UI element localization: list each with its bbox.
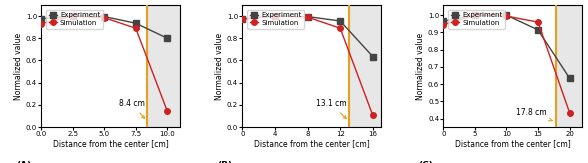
- Experiment: [534, 29, 542, 31]
- Simulation: [304, 16, 311, 18]
- Experiment: [440, 20, 447, 22]
- Line: Experiment: Experiment: [239, 13, 376, 59]
- Experiment: [132, 22, 139, 24]
- Experiment: [304, 16, 311, 18]
- Text: (B): (B): [218, 161, 232, 163]
- Simulation: [132, 27, 139, 29]
- Line: Simulation: Simulation: [440, 12, 572, 115]
- Text: (C): (C): [419, 161, 433, 163]
- Experiment: [239, 18, 246, 20]
- Bar: [556, 5, 582, 127]
- Experiment: [566, 77, 573, 79]
- Experiment: [369, 56, 376, 58]
- Y-axis label: Normalized value: Normalized value: [416, 32, 425, 100]
- Experiment: [272, 15, 279, 17]
- Simulation: [337, 27, 344, 29]
- Bar: [349, 5, 381, 127]
- Experiment: [503, 14, 510, 16]
- Bar: [147, 5, 180, 127]
- Simulation: [38, 23, 45, 25]
- Legend: Experiment, Simulation: Experiment, Simulation: [448, 10, 505, 29]
- Text: 17.8 cm: 17.8 cm: [516, 108, 552, 121]
- Experiment: [101, 16, 108, 18]
- Simulation: [472, 14, 479, 16]
- Y-axis label: Normalized value: Normalized value: [215, 32, 224, 100]
- Simulation: [566, 111, 573, 113]
- Y-axis label: Normalized value: Normalized value: [14, 32, 23, 100]
- Experiment: [38, 18, 45, 20]
- Simulation: [163, 110, 171, 112]
- X-axis label: Distance from the center [cm]: Distance from the center [cm]: [455, 139, 570, 148]
- Simulation: [369, 114, 376, 116]
- Experiment: [163, 37, 171, 39]
- Simulation: [503, 15, 510, 17]
- Simulation: [440, 24, 447, 26]
- Simulation: [272, 15, 279, 17]
- Text: (A): (A): [16, 161, 31, 163]
- Line: Experiment: Experiment: [38, 13, 170, 41]
- Experiment: [472, 14, 479, 16]
- Simulation: [534, 21, 542, 23]
- Line: Simulation: Simulation: [239, 13, 376, 118]
- Experiment: [69, 15, 76, 17]
- Simulation: [101, 17, 108, 19]
- Line: Experiment: Experiment: [440, 12, 572, 81]
- Simulation: [69, 15, 76, 17]
- Line: Simulation: Simulation: [38, 13, 170, 114]
- Text: 13.1 cm: 13.1 cm: [316, 99, 346, 119]
- Text: 8.4 cm: 8.4 cm: [119, 99, 145, 119]
- Legend: Experiment, Simulation: Experiment, Simulation: [247, 10, 304, 29]
- X-axis label: Distance from the center [cm]: Distance from the center [cm]: [254, 139, 369, 148]
- Legend: Experiment, Simulation: Experiment, Simulation: [46, 10, 103, 29]
- Simulation: [239, 18, 246, 20]
- X-axis label: Distance from the center [cm]: Distance from the center [cm]: [53, 139, 168, 148]
- Experiment: [337, 20, 344, 22]
